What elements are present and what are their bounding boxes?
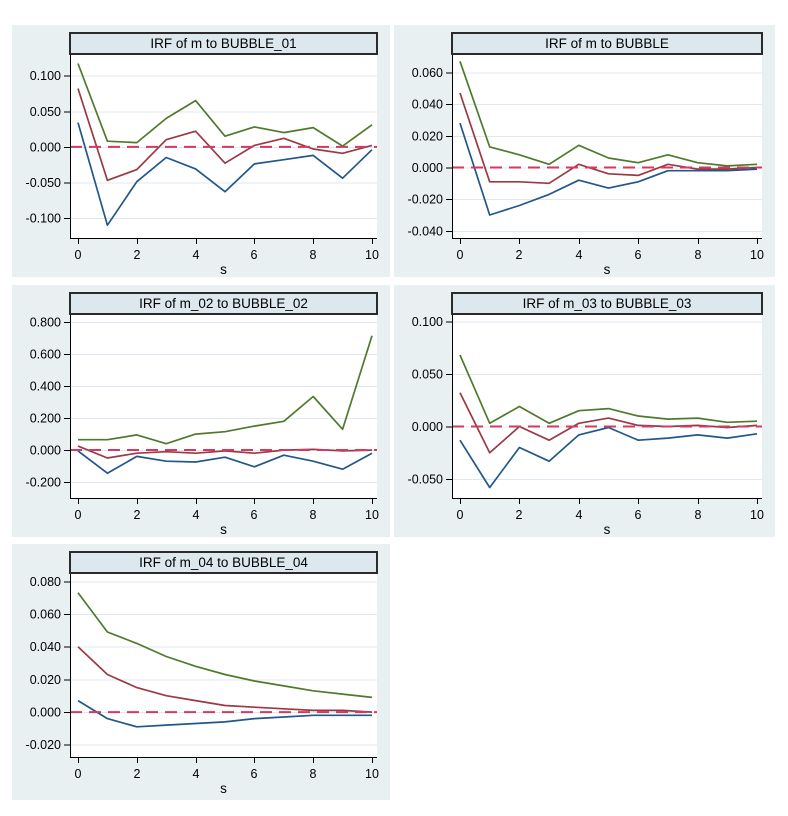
x-tick-label: 8 [310, 767, 317, 781]
y-tick-label: 0.400 [30, 380, 61, 394]
y-tick-label: 0.060 [30, 608, 61, 622]
plot-area [70, 574, 377, 757]
series-irf-line [459, 92, 758, 185]
y-tick-label: -0.050 [26, 176, 61, 190]
x-axis-title: s [220, 522, 227, 537]
x-tick-label: 6 [635, 508, 642, 522]
y-tick-label: 0.600 [30, 348, 61, 362]
irf-chart-svg: 0.060 0.040 0.020 0.000 -0.020 -0.040 0 2 4 6 8 10 s [408, 55, 764, 277]
irf-chart-svg: 0.100 0.050 0.000 -0.050 -0.100 0 2 4 6 8 10 s [26, 55, 379, 277]
x-tick-label: 0 [457, 508, 464, 522]
y-tick-label: 0.080 [30, 575, 61, 589]
x-tick-label: 0 [75, 248, 82, 262]
series-upper-band-line [77, 63, 373, 147]
y-tick-label: -0.020 [408, 193, 443, 207]
plot-area [70, 315, 377, 498]
x-axis-title: s [220, 262, 227, 277]
x-tick-label: 2 [516, 248, 523, 262]
series-upper-band-line [78, 335, 373, 445]
y-tick-label: 0.040 [412, 98, 443, 112]
irf-chart-svg: 0.800 0.600 0.400 0.200 0.000 -0.200 0 2 4 6 8 10 s [26, 315, 379, 537]
x-tick-label: 10 [365, 248, 379, 262]
y-tick-label: 0.100 [412, 315, 443, 329]
plot-area [452, 315, 762, 498]
x-tick-label: 0 [75, 767, 82, 781]
series-upper-band-line [459, 354, 758, 425]
irf-chart-svg: 0.080 0.060 0.040 0.020 0.000 -0.020 0 2 4 6 8 10 s [26, 574, 379, 796]
x-tick-label: 8 [310, 248, 317, 262]
y-tick-label: -0.020 [26, 738, 61, 752]
x-tick-label: 10 [750, 248, 764, 262]
x-tick-label: 10 [365, 767, 379, 781]
panel-title: IRF of m_02 to BUBBLE_02 [69, 292, 378, 315]
series-lower-band-line [77, 122, 373, 227]
x-axis-title: s [604, 522, 611, 537]
series-upper-band-line [77, 592, 373, 699]
series-lower-band-line [459, 426, 758, 489]
y-tick-label: 0.800 [30, 316, 61, 330]
series-lower-band-line [459, 122, 758, 216]
panel-title: IRF of m_04 to BUBBLE_04 [69, 551, 378, 574]
irf-panel-bubble-04: IRF of m_04 to BUBBLE_04 0.080 0.060 0.040… [12, 544, 390, 800]
x-tick-label: 2 [134, 248, 141, 262]
y-tick-label: 0.100 [30, 69, 61, 83]
plot-area [452, 55, 762, 238]
y-tick-label: 0.050 [412, 367, 443, 381]
x-tick-label: 8 [310, 508, 317, 522]
x-tick-label: 10 [750, 508, 764, 522]
x-tick-label: 2 [134, 767, 141, 781]
y-tick-label: 0.000 [30, 140, 61, 154]
y-tick-label: -0.050 [408, 473, 443, 487]
irf-chart-svg: 0.100 0.050 0.000 -0.050 0 2 4 6 8 10 s [408, 315, 764, 537]
y-tick-label: -0.040 [408, 224, 443, 238]
x-tick-label: 6 [635, 248, 642, 262]
series-lower-band-line [77, 699, 372, 728]
x-tick-label: 4 [193, 248, 200, 262]
x-tick-label: 2 [516, 508, 523, 522]
irf-panel-bubble: IRF of m to BUBBLE 0.060 0.040 0.020 0.000 -… [394, 25, 775, 277]
y-tick-label: 0.060 [412, 66, 443, 80]
y-tick-label: 0.000 [30, 444, 61, 458]
y-tick-label: 0.020 [412, 129, 443, 143]
x-tick-label: 6 [251, 508, 258, 522]
x-tick-label: 8 [695, 508, 702, 522]
irf-panel-bubble-03: IRF of m_03 to BUBBLE_03 0.100 0.050 0.000… [394, 285, 775, 537]
panel-title: IRF of m_03 to BUBBLE_03 [451, 292, 763, 315]
x-tick-label: 6 [251, 248, 258, 262]
x-tick-label: 0 [75, 508, 82, 522]
x-tick-label: 4 [576, 508, 583, 522]
y-tick-label: 0.050 [30, 105, 61, 119]
x-tick-label: 4 [193, 508, 200, 522]
x-tick-label: 4 [576, 248, 583, 262]
y-tick-label: -0.200 [26, 476, 61, 490]
x-axis-title: s [220, 781, 227, 796]
x-axis-title: s [604, 262, 611, 277]
irf-panel-bubble-02: IRF of m_02 to BUBBLE_02 0.800 0.600 0.400… [12, 285, 390, 537]
y-tick-label: 0.020 [30, 673, 61, 687]
x-tick-label: 10 [365, 508, 379, 522]
series-lower-band-line [77, 450, 373, 475]
x-tick-label: 0 [457, 248, 464, 262]
y-tick-label: -0.100 [26, 212, 61, 226]
series-upper-band-line [459, 61, 758, 167]
y-tick-label: 0.040 [30, 640, 61, 654]
panel-title: IRF of m to BUBBLE_01 [69, 32, 378, 55]
y-tick-label: 0.200 [30, 412, 61, 426]
series-irf-line [77, 646, 373, 713]
series-irf-line [77, 88, 373, 182]
x-tick-label: 8 [695, 248, 702, 262]
x-tick-label: 6 [251, 767, 258, 781]
panel-title: IRF of m to BUBBLE [451, 32, 763, 55]
y-tick-label: 0.000 [30, 706, 61, 720]
irf-panel-bubble-01: IRF of m to BUBBLE_01 0.100 0.050 0.000 -0.… [12, 25, 390, 277]
x-tick-label: 4 [193, 767, 200, 781]
x-tick-label: 2 [134, 508, 141, 522]
y-tick-label: 0.000 [412, 161, 443, 175]
y-tick-label: 0.000 [412, 420, 443, 434]
